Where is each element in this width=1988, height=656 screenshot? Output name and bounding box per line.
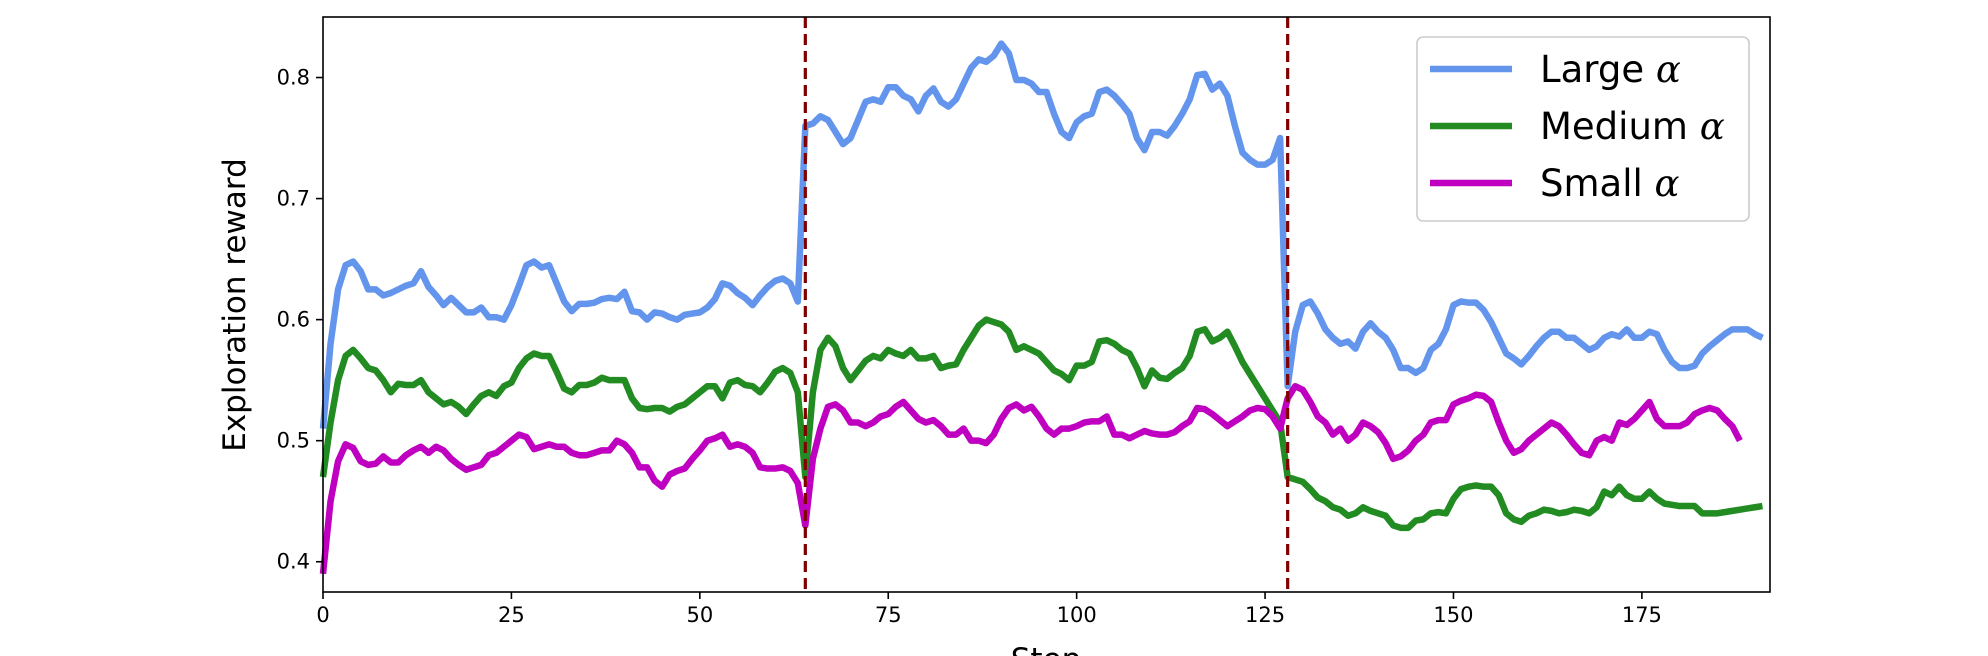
x-tick-label: 150 xyxy=(1433,603,1473,627)
y-axis-label: Exploration reward xyxy=(217,158,253,452)
x-tick-label: 100 xyxy=(1057,603,1097,627)
legend: Large α Medium α Small α xyxy=(1416,36,1750,222)
y-axis: 0.4 0.5 0.6 0.7 0.8 xyxy=(277,66,323,574)
x-tick-label: 25 xyxy=(498,603,525,627)
x-tick-label: 75 xyxy=(875,603,902,627)
x-tick-label: 125 xyxy=(1245,603,1285,627)
series-layer xyxy=(319,40,1764,575)
y-tick-label: 0.6 xyxy=(277,308,310,332)
series-line-medium xyxy=(319,316,1763,532)
y-tick-label: 0.5 xyxy=(277,429,310,453)
x-axis: 0 25 50 75 100 125 150 175 xyxy=(316,592,1662,627)
x-tick-label: 50 xyxy=(686,603,713,627)
legend-label: Small α xyxy=(1540,162,1680,205)
y-tick-label: 0.7 xyxy=(277,187,310,211)
legend-label: Large α xyxy=(1540,48,1681,91)
legend-frame xyxy=(1416,36,1750,222)
series-line-small xyxy=(319,382,1743,575)
x-axis-label: Step xyxy=(1011,642,1082,656)
legend-label: Medium α xyxy=(1540,105,1725,148)
legend-items: Large α Medium α Small α xyxy=(1430,48,1725,205)
plot-frame xyxy=(322,16,1771,593)
x-tick-label: 175 xyxy=(1622,603,1662,627)
x-tick-label: 0 xyxy=(316,603,329,627)
y-tick-label: 0.8 xyxy=(277,66,310,90)
series-line-large xyxy=(319,40,1764,429)
vline-layer xyxy=(803,17,1290,592)
y-tick-label: 0.4 xyxy=(277,550,310,574)
